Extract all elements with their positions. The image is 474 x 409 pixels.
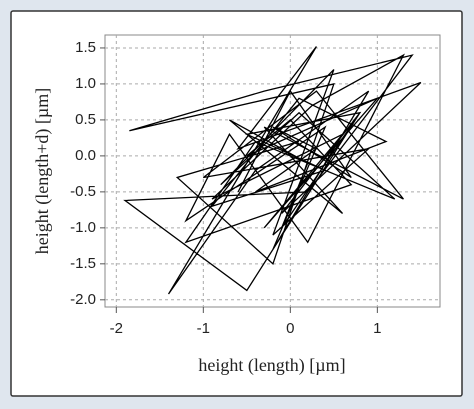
y-axis-label: height (length+d) [µm] — [32, 88, 53, 254]
x-tick-label: -1 — [197, 320, 210, 337]
data-line — [123, 46, 422, 295]
plot-area — [104, 34, 441, 308]
x-tick-label: -2 — [110, 320, 123, 337]
y-tick-label: 0.5 — [75, 111, 96, 128]
y-tick-label: -2.0 — [70, 291, 96, 308]
y-tick-label: 1.5 — [75, 39, 96, 56]
y-tick-label: -1.0 — [70, 219, 96, 236]
x-tick-label: 0 — [286, 320, 294, 337]
x-axis-label: height (length) [µm] — [198, 355, 345, 376]
y-tick-label: 0.0 — [75, 147, 96, 164]
x-tick-label: 1 — [373, 320, 381, 337]
y-tick-label: 1.0 — [75, 75, 96, 92]
y-tick-label: -0.5 — [70, 183, 96, 200]
y-tick-label: -1.5 — [70, 255, 96, 272]
